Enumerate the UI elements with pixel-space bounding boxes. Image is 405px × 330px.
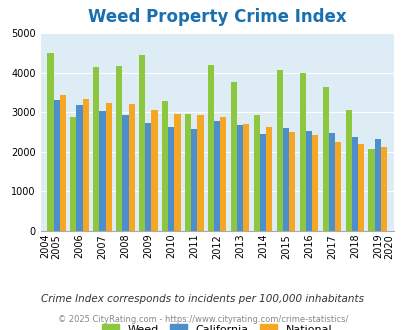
Bar	[328, 133, 334, 231]
Bar	[116, 66, 122, 231]
Bar	[305, 131, 311, 231]
Bar	[207, 65, 213, 231]
Bar	[213, 121, 220, 231]
Bar	[266, 127, 272, 231]
Bar	[299, 73, 305, 231]
Bar	[93, 67, 99, 231]
Bar	[122, 115, 128, 231]
Bar	[230, 82, 237, 231]
Bar	[145, 123, 151, 231]
Bar	[288, 132, 294, 231]
Bar	[47, 53, 53, 231]
Bar	[253, 115, 259, 231]
Bar	[368, 149, 374, 231]
Bar	[322, 87, 328, 231]
Text: Crime Index corresponds to incidents per 100,000 inhabitants: Crime Index corresponds to incidents per…	[41, 294, 364, 304]
Bar	[197, 115, 203, 231]
Title: Weed Property Crime Index: Weed Property Crime Index	[87, 8, 346, 26]
Bar	[70, 117, 76, 231]
Bar	[237, 125, 243, 231]
Bar	[374, 139, 380, 231]
Bar	[191, 129, 197, 231]
Bar	[185, 114, 191, 231]
Bar	[276, 70, 282, 231]
Bar	[345, 110, 351, 231]
Bar	[220, 117, 226, 231]
Bar	[53, 100, 60, 231]
Bar	[83, 99, 89, 231]
Legend: Weed, California, National: Weed, California, National	[98, 320, 336, 330]
Bar	[282, 128, 288, 231]
Bar	[311, 135, 318, 231]
Bar	[334, 142, 340, 231]
Bar	[128, 104, 134, 231]
Bar	[357, 144, 363, 231]
Bar	[60, 95, 66, 231]
Bar	[99, 112, 105, 231]
Bar	[380, 148, 386, 231]
Bar	[351, 137, 357, 231]
Bar	[168, 127, 174, 231]
Bar	[76, 106, 83, 231]
Bar	[162, 101, 168, 231]
Bar	[174, 114, 180, 231]
Bar	[243, 124, 249, 231]
Bar	[105, 103, 111, 231]
Bar	[259, 134, 266, 231]
Bar	[139, 55, 145, 231]
Text: © 2025 CityRating.com - https://www.cityrating.com/crime-statistics/: © 2025 CityRating.com - https://www.city…	[58, 315, 347, 324]
Bar	[151, 110, 157, 231]
